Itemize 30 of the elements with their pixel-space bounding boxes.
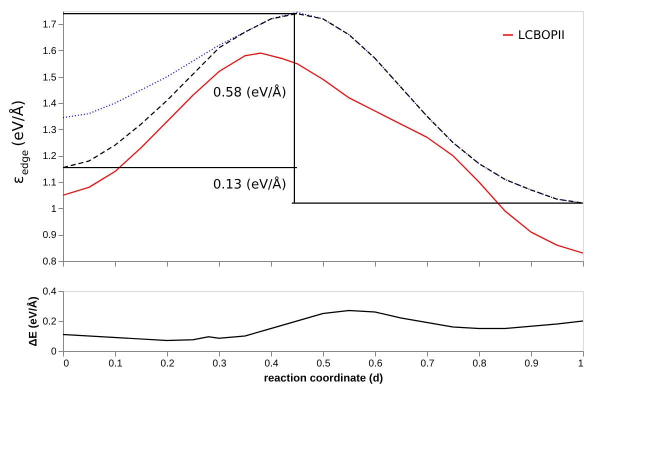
y-tick-label: 0 bbox=[50, 346, 57, 358]
y-tick-label: 1.2 bbox=[42, 151, 57, 162]
y-tick-label: 0.2 bbox=[42, 316, 57, 328]
y-tick-label: 1.4 bbox=[42, 98, 57, 110]
x-tick-label: 1 bbox=[578, 358, 584, 370]
x-tick-label: 0.2 bbox=[160, 358, 175, 370]
x-tick-label: 0.4 bbox=[264, 358, 279, 370]
y-tick-label: 1.6 bbox=[42, 46, 57, 57]
x-axis-title: reaction coordinate (d) bbox=[264, 372, 384, 384]
legend-label: LCBOPII bbox=[518, 28, 565, 42]
x-tick-label: 0.8 bbox=[472, 358, 487, 370]
x-tick-label: 0.7 bbox=[420, 358, 435, 370]
x-tick-label: 0 bbox=[64, 358, 70, 370]
x-tick-label: 0.5 bbox=[316, 358, 331, 370]
y-axis-title: ΔE (eV/Å) bbox=[26, 296, 40, 347]
y-tick-label: 1 bbox=[50, 204, 57, 215]
x-tick-label: 0.6 bbox=[368, 358, 383, 370]
y-tick-label: 1.3 bbox=[42, 124, 57, 136]
y-tick-label: 0.4 bbox=[42, 286, 57, 298]
x-tick-label: 0.9 bbox=[524, 358, 539, 370]
x-tick-label: 0.3 bbox=[212, 358, 227, 370]
y-tick-label: 1.1 bbox=[42, 178, 57, 189]
y-axis-title: εedge (eV/Å) bbox=[9, 100, 31, 184]
x-tick-label: 0.1 bbox=[108, 358, 123, 370]
y-tick-label: 1.5 bbox=[42, 72, 57, 84]
y-tick-label: 0.8 bbox=[42, 256, 57, 268]
annotation: 0.58 (eV/Å) bbox=[213, 84, 286, 101]
annotation: 0.13 (eV/Å) bbox=[213, 176, 286, 193]
y-tick-label: 1.7 bbox=[42, 20, 57, 31]
y-tick-label: 0.9 bbox=[42, 230, 57, 242]
